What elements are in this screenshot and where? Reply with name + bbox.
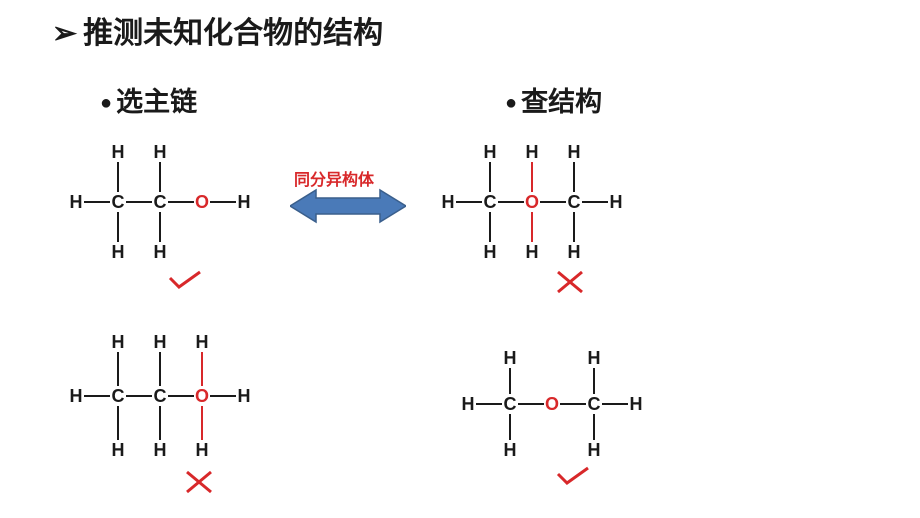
atom-c: C [482,192,498,213]
atom-o: O [194,192,210,213]
cross-icon [185,470,213,494]
check-icon [168,270,202,290]
bond [456,201,482,203]
atom-o: O [544,394,560,415]
bond [159,212,161,242]
bond [573,212,575,242]
atom-c: C [110,386,126,407]
atom-h: H [524,142,540,163]
atom-h: H [110,242,126,263]
bond [582,201,608,203]
atom-h: H [608,192,624,213]
atom-h: H [68,192,84,213]
bond [560,403,586,405]
atom-h: H [460,394,476,415]
bond [117,162,119,192]
atom-h: H [110,142,126,163]
atom-h: H [482,142,498,163]
bond [117,212,119,242]
atom-h: H [586,440,602,461]
bond [498,201,524,203]
atom-h: H [194,332,210,353]
atom-c: C [152,386,168,407]
atom-h: H [524,242,540,263]
atom-h: H [628,394,644,415]
atom-h: H [502,348,518,369]
bond [117,406,119,440]
bond [201,352,203,386]
bond [126,201,152,203]
atom-o: O [194,386,210,407]
molecule-bottom-right: HCOCHHHHH [460,352,720,462]
bond [84,395,110,397]
atom-h: H [236,192,252,213]
molecule-top-left: H C C O H H H H H [68,142,308,262]
bond [531,162,533,192]
bond [518,403,544,405]
atom-c: C [110,192,126,213]
atom-c: C [586,394,602,415]
bond [84,201,110,203]
atom-h: H [236,386,252,407]
atom-o: O [524,192,540,213]
bond [573,162,575,192]
atom-c: C [502,394,518,415]
bond [126,395,152,397]
atom-h: H [110,332,126,353]
molecule-bottom-left: H C C O H H H H H H H [68,328,328,458]
bond [602,403,628,405]
atom-h: H [502,440,518,461]
atom-h: H [152,242,168,263]
atom-h: H [586,348,602,369]
atom-c: C [152,192,168,213]
subtitle-left: 选主链 [100,80,197,119]
page-title: 推测未知化合物的结构 [52,8,383,52]
atom-h: H [152,440,168,461]
bond [540,201,566,203]
bond [593,368,595,394]
check-icon [556,466,590,486]
bond [201,406,203,440]
atom-h: H [152,142,168,163]
atom-h: H [566,142,582,163]
atom-h: H [152,332,168,353]
atom-h: H [482,242,498,263]
bond [531,212,533,242]
bond [159,352,161,386]
cross-icon [556,270,584,294]
molecule-top-right: H C O C H H H H H H H [440,142,700,262]
atom-c: C [566,192,582,213]
atom-h: H [566,242,582,263]
subtitle-right: 查结构 [505,80,602,119]
bond [210,201,236,203]
bond [159,162,161,192]
bond [476,403,502,405]
atom-h: H [440,192,456,213]
bond [168,395,194,397]
bond [168,201,194,203]
bond [159,406,161,440]
bond [489,162,491,192]
atom-h: H [194,440,210,461]
bond [117,352,119,386]
atom-h: H [110,440,126,461]
bond [489,212,491,242]
atom-h: H [68,386,84,407]
bond [509,414,511,440]
bond [210,395,236,397]
bond [593,414,595,440]
bond [509,368,511,394]
